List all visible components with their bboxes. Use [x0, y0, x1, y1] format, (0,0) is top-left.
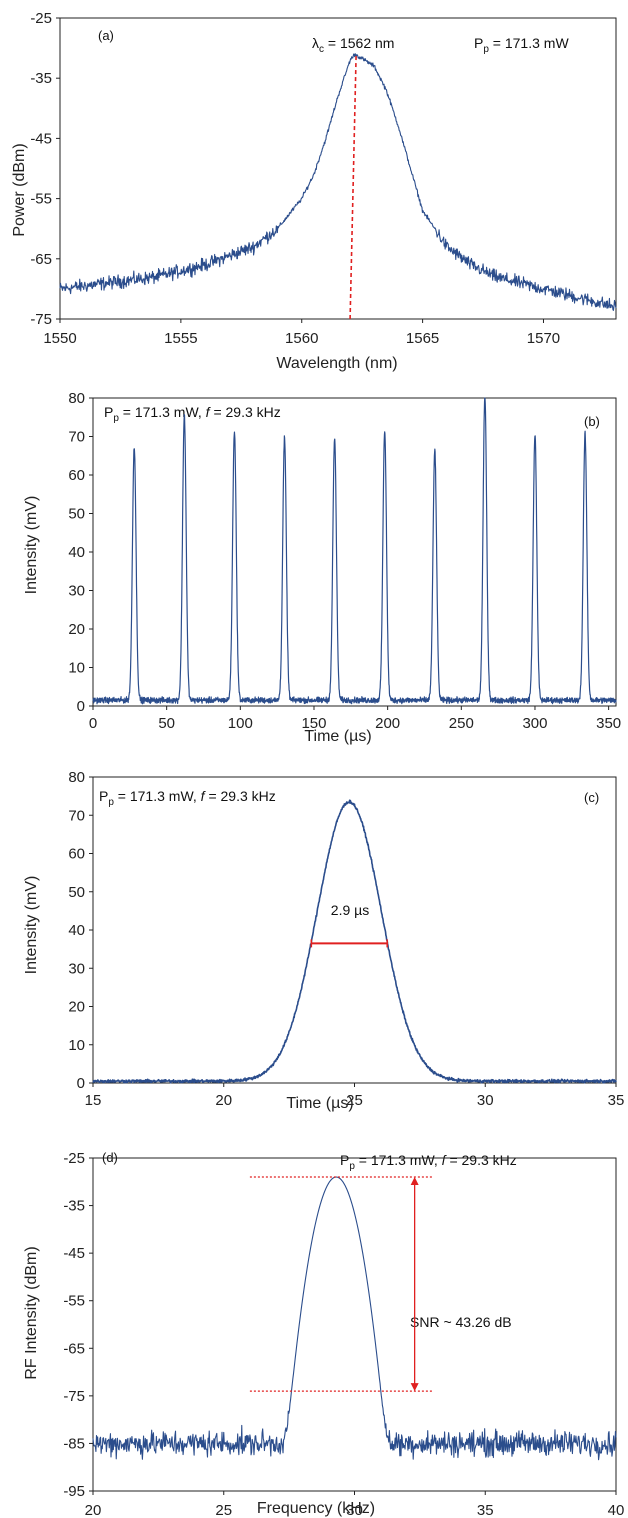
x-tick-label: 150 — [301, 715, 326, 732]
panel-d-rf-spectrum: -25 -35 -45 -55 -65 -75 -85 -95 20 25 30 35 40 RF I… — [23, 1150, 624, 1518]
panel-c-y-axis-label: Intensity (mV) — [23, 876, 40, 975]
y-tick-label: -45 — [63, 1245, 85, 1262]
y-tick-label: -85 — [63, 1435, 85, 1452]
panel-d-y-ticks: -25 -35 -45 -55 -65 -75 -85 -95 — [63, 1150, 93, 1500]
x-tick-label: 300 — [522, 715, 547, 732]
panel-d-x-ticks: 20 25 30 35 40 — [85, 1491, 625, 1518]
x-tick-label: 0 — [89, 715, 97, 732]
y-tick-label: 60 — [68, 846, 85, 863]
y-tick-label: -25 — [63, 1150, 85, 1167]
x-tick-label: 1570 — [527, 330, 560, 347]
x-tick-label: 20 — [215, 1092, 232, 1109]
x-tick-label: 25 — [215, 1502, 232, 1518]
panel-b-y-ticks: 0 10 20 30 40 50 60 70 80 — [68, 390, 93, 715]
x-tick-label: 1550 — [43, 330, 76, 347]
y-tick-label: 10 — [68, 660, 85, 677]
panel-c-condition: Pp = 171.3 mW, f = 29.3 kHz — [99, 788, 276, 808]
panel-c-single-pulse: 0 10 20 30 40 50 60 70 80 15 20 25 30 35 Intensity (… — [23, 769, 624, 1112]
y-tick-label: -55 — [30, 191, 52, 208]
panel-a-center-wavelength: λc = 1562 nm — [312, 35, 394, 55]
panel-a-pump-power: Pp = 171.3 mW — [474, 35, 569, 55]
y-tick-label: -65 — [63, 1340, 85, 1357]
panel-c-label: (c) — [584, 790, 599, 805]
y-tick-label: -35 — [30, 70, 52, 87]
x-tick-label: 15 — [85, 1092, 102, 1109]
panel-d-plot-frame — [92, 1157, 617, 1492]
panel-a-x-axis-label: Wavelength (nm) — [276, 355, 397, 372]
y-tick-label: 20 — [68, 621, 85, 638]
x-tick-label: 1565 — [406, 330, 439, 347]
y-tick-label: 0 — [77, 698, 85, 715]
panel-c-x-ticks: 15 20 25 30 35 — [85, 1083, 625, 1109]
x-tick-label: 1555 — [164, 330, 197, 347]
x-tick-label: 20 — [85, 1502, 102, 1518]
panel-a-spectrum: -25-35-45-55-65-75 1550 1555 1560 1565 1570 … — [11, 10, 617, 372]
panel-b-x-ticks: 0 50 100 150 200 250 300 350 — [89, 706, 621, 732]
panel-b-condition: Pp = 171.3 mW, f = 29.3 kHz — [104, 404, 281, 424]
panel-d-snr-label: SNR ~ 43.26 dB — [410, 1314, 512, 1330]
y-tick-label: 10 — [68, 1037, 85, 1054]
x-tick-label: 35 — [608, 1092, 625, 1109]
panel-d-snr-arrow-head-bottom — [410, 1383, 419, 1392]
y-tick-label: 40 — [68, 922, 85, 939]
y-tick-label: 30 — [68, 960, 85, 977]
x-tick-label: 30 — [477, 1092, 494, 1109]
panel-b-x-axis-label: Time (µs) — [304, 728, 371, 745]
panel-d-condition: Pp = 171.3 mW, f = 29.3 kHz — [340, 1152, 517, 1172]
y-tick-label: -75 — [63, 1388, 85, 1405]
panel-d-x-axis-label: Frequency (kHz) — [257, 1500, 375, 1517]
panel-b-plot-frame — [92, 397, 617, 707]
y-tick-label: 80 — [68, 390, 85, 407]
y-tick-label: 50 — [68, 506, 85, 523]
x-tick-label: 25 — [346, 1092, 363, 1109]
panel-b-pulse-trace — [92, 397, 617, 705]
panel-a-x-ticks: 1550 1555 1560 1565 1570 — [43, 319, 560, 347]
y-tick-label: 80 — [68, 769, 85, 786]
panel-c-fwhm-label: 2.9 µs — [331, 902, 369, 918]
x-tick-label: 1560 — [285, 330, 318, 347]
y-tick-label: -35 — [63, 1198, 85, 1215]
x-tick-label: 35 — [477, 1502, 494, 1518]
x-tick-label: 50 — [158, 715, 175, 732]
panel-d-y-axis-label: RF Intensity (dBm) — [23, 1246, 40, 1379]
x-tick-label: 40 — [608, 1502, 625, 1518]
panel-c-plot-frame — [92, 776, 617, 1084]
y-tick-label: -55 — [63, 1293, 85, 1310]
x-tick-label: 200 — [375, 715, 400, 732]
x-tick-label: 30 — [346, 1502, 363, 1518]
panel-a-spectrum-trace — [59, 53, 617, 311]
panel-c-pulse-trace — [92, 799, 617, 1084]
panel-a-y-ticks: -25 -35 -45 -55 -65 -75 — [30, 10, 60, 328]
y-tick-label: -25 — [30, 10, 52, 27]
panel-b-y-axis-label: Intensity (mV) — [23, 496, 40, 595]
y-tick-label: -75 — [30, 311, 52, 328]
y-tick-label: 20 — [68, 999, 85, 1016]
y-tick-label: 60 — [68, 467, 85, 484]
x-tick-label: 100 — [228, 715, 253, 732]
panel-d-snr-arrow-head-top — [410, 1177, 419, 1186]
y-tick-label: -95 — [63, 1483, 85, 1500]
y-tick-label: -65 — [30, 251, 52, 268]
panel-a-label: (a) — [98, 28, 114, 43]
panel-c-y-ticks: 0 10 20 30 40 50 60 70 80 — [68, 769, 93, 1092]
y-tick-label: 70 — [68, 807, 85, 824]
panel-a-center-marker — [349, 54, 357, 320]
panel-b-label: (b) — [584, 414, 600, 429]
panel-d-rf-trace — [92, 1176, 617, 1461]
panel-a-y-axis-label: Power (dBm) — [11, 143, 28, 236]
y-tick-label: 50 — [68, 884, 85, 901]
y-tick-label: 70 — [68, 429, 85, 446]
y-tick-label: -45 — [30, 130, 52, 147]
y-tick-label: 30 — [68, 583, 85, 600]
panel-a-plot-frame — [59, 17, 617, 320]
y-tick-label: 40 — [68, 544, 85, 561]
panel-c-x-axis-label: Time (µs) — [286, 1095, 353, 1112]
x-tick-label: 250 — [449, 715, 474, 732]
x-tick-label: 350 — [596, 715, 621, 732]
y-tick-label: 0 — [77, 1075, 85, 1092]
